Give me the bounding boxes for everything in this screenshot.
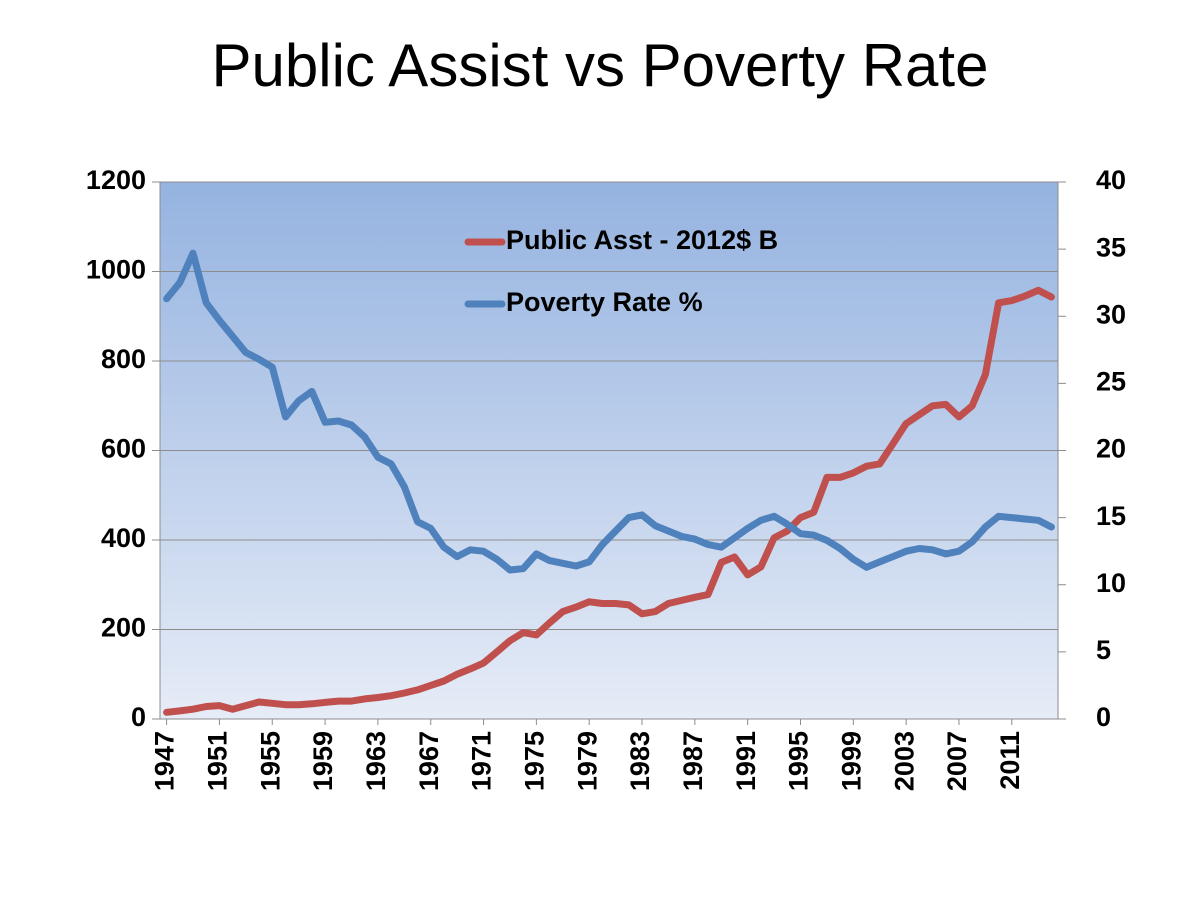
series-line [163,249,1055,574]
x-tick-label: 1967 [414,731,444,791]
x-tick-label: 2011 [995,731,1025,790]
y-tick-label: 1000 [86,255,146,285]
x-tick-label: 1959 [308,731,338,791]
x-tick-label: 2007 [942,731,972,791]
y-tick-label: 0 [131,702,146,732]
y-tick-label: 600 [101,434,146,464]
x-tick-label: 1995 [784,731,814,791]
x-tick-label: 1979 [572,731,602,791]
x-tick-label: 1947 [150,731,180,791]
y-tick-label: 200 [101,613,146,643]
y2-tick-label: 25 [1096,367,1126,397]
series-line [163,286,1055,716]
y2-tick-label: 10 [1096,568,1126,598]
x-tick-label: 1971 [467,731,497,791]
x-tick-label: 1991 [731,731,761,791]
y2-tick-label: 40 [1096,165,1126,195]
y-tick-label: 400 [101,523,146,553]
chart-title: Public Assist vs Poverty Rate [212,32,989,99]
x-tick-label: 1963 [361,731,391,791]
x-tick-label: 1951 [203,731,233,791]
y2-tick-label: 15 [1096,501,1126,531]
x-tick-label: 1975 [519,731,549,791]
y2-tick-label: 35 [1096,232,1126,262]
y-tick-label: 800 [101,344,146,374]
y2-tick-label: 0 [1096,702,1111,732]
legend-label: Public Asst - 2012$ B [506,225,778,255]
y2-tick-label: 30 [1096,299,1126,329]
plot: 0 200 400 600 800 1000 1200 0 5 10 15 20 25 30 35 40 194… [86,165,1126,791]
x-tick-label: 1999 [836,731,866,791]
y2-tick-label: 20 [1096,434,1126,464]
x-tick-label: 1987 [678,731,708,791]
legend-label: Poverty Rate % [506,287,703,317]
x-tick-label: 2003 [889,731,919,791]
y-tick-label: 1200 [86,165,146,195]
x-tick-label: 1955 [255,731,285,791]
y2-tick-label: 5 [1096,635,1111,665]
x-tick-label: 1983 [625,731,655,791]
